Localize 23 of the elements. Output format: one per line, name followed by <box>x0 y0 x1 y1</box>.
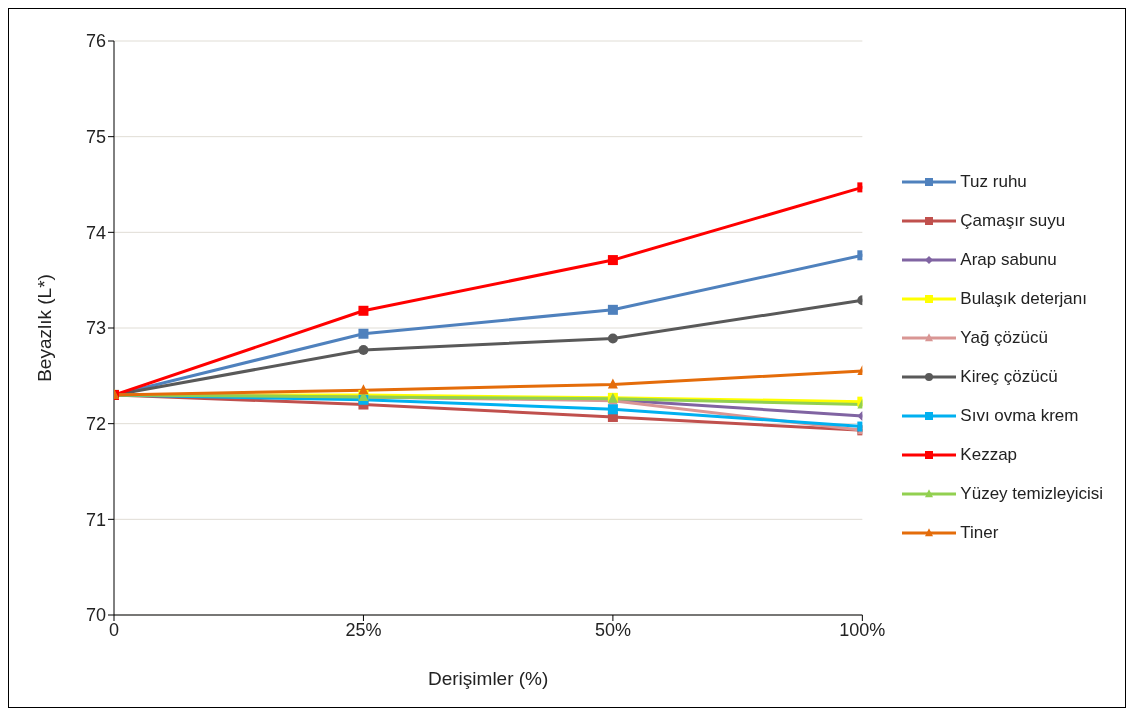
legend-label: Tuz ruhu <box>960 171 1027 192</box>
y-axis-title: Beyazlık (L*) <box>33 274 55 382</box>
y-tick-label: 75 <box>85 127 106 148</box>
x-axis-title: Derişimler (%) <box>428 668 549 689</box>
legend-label: Sıvı ovma krem <box>960 405 1079 426</box>
legend-label: Kireç çözücü <box>960 366 1058 387</box>
y-tick-label: 73 <box>85 318 106 339</box>
legend-label: Bulaşık deterjanı <box>960 288 1087 309</box>
x-tick-label: 0 <box>108 619 120 640</box>
legend-label: Yüzey temizleyicisi <box>960 483 1103 504</box>
y-tick-label: 71 <box>85 509 106 530</box>
y-tick-label: 72 <box>85 414 106 435</box>
x-tick-label: 100% <box>839 619 886 640</box>
y-tick-label: 74 <box>85 222 106 243</box>
legend-label: Arap sabunu <box>960 249 1057 270</box>
x-tick-label: 50% <box>594 619 631 640</box>
legend-label: Çamaşır suyu <box>960 210 1066 231</box>
legend-label: Yağ çözücü <box>960 327 1048 348</box>
y-tick-label: 70 <box>85 605 106 626</box>
legend-label: Kezzap <box>960 444 1018 465</box>
legend-label: Tiner <box>960 522 999 543</box>
x-tick-label: 25% <box>345 619 382 640</box>
y-tick-label: 76 <box>85 31 106 52</box>
